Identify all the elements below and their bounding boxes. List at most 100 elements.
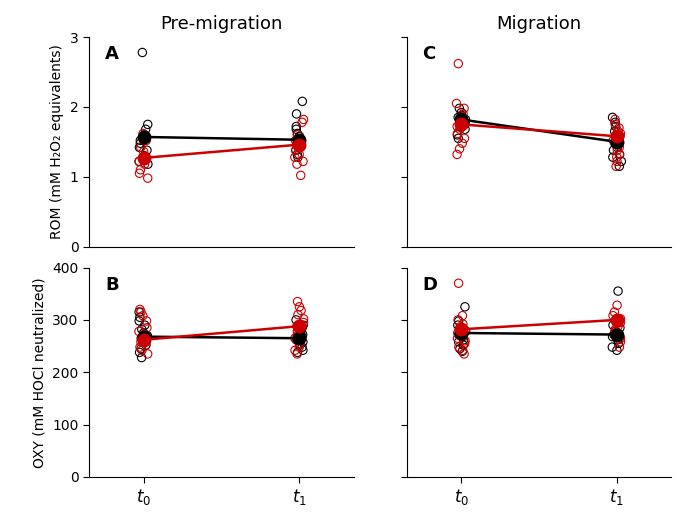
Point [140,341,151,349]
Point [293,143,304,152]
Point [458,335,469,344]
Point [612,301,623,310]
Point [615,338,626,346]
Point [138,335,149,344]
Point [136,308,147,316]
Point [611,132,622,140]
Point [612,335,623,344]
Point [294,325,305,333]
Point [138,330,149,339]
Point [457,122,468,131]
Point [612,346,623,355]
Point [297,323,308,332]
Y-axis label: OXY (mM HOCl neutralized): OXY (mM HOCl neutralized) [33,277,47,467]
Point [454,344,465,353]
Point [142,120,153,129]
Point [294,140,305,149]
Point [295,139,306,147]
Point [139,152,150,160]
Point [458,341,469,349]
Point [614,150,625,158]
Point [457,347,468,356]
Point [134,327,145,335]
Point [297,343,308,351]
Point [142,174,153,182]
Point [614,150,625,158]
Point [135,143,146,152]
Point [608,153,619,162]
Point [456,325,466,333]
Point [458,332,469,341]
Point [612,157,623,166]
Point [460,303,471,311]
Point [292,129,303,138]
Point [140,125,151,134]
Point [608,136,619,145]
Point [292,153,303,162]
Point [608,330,619,339]
Point [136,346,147,355]
Point [134,169,145,178]
Point [295,327,306,335]
Point [453,279,464,287]
Point [134,143,145,152]
Point [452,130,463,139]
Point [140,153,151,162]
Point [297,157,308,166]
Point [609,127,620,136]
Point [292,139,303,147]
Title: Pre-migration: Pre-migration [160,15,283,33]
Point [134,317,145,325]
Point [457,139,468,147]
Point [454,145,465,153]
Point [142,350,153,358]
Point [611,330,622,339]
Point [294,150,305,158]
Point [608,321,619,329]
Point [453,59,464,68]
Point [138,129,149,138]
Point [611,138,622,146]
Point [453,317,464,325]
Point [615,334,626,342]
Point [290,136,301,145]
Point [456,120,466,129]
Point [290,346,301,355]
Point [292,297,303,306]
Point [297,346,308,355]
Point [292,331,303,340]
Point [616,157,627,166]
Point [453,316,464,324]
Point [458,110,469,118]
Point [295,339,306,348]
Point [614,123,625,132]
Point [460,125,471,134]
Point [452,334,463,342]
Point [291,322,302,330]
Point [612,317,623,325]
Point [134,157,145,166]
Point [294,303,305,311]
Point [459,339,470,348]
Point [292,150,303,158]
Point [294,322,305,330]
Point [137,48,148,57]
Point [139,321,150,329]
Point [458,115,469,123]
Point [142,146,153,154]
Point [610,122,621,131]
Text: A: A [105,46,119,64]
Point [140,136,151,145]
Point [614,323,625,332]
Point [458,320,469,328]
Point [295,143,306,151]
Point [453,343,464,351]
Point [292,160,303,169]
Point [453,134,464,143]
Point [453,113,464,122]
Point [135,165,146,174]
Point [291,335,302,344]
Point [612,127,623,136]
Point [607,343,618,351]
Point [612,287,623,295]
